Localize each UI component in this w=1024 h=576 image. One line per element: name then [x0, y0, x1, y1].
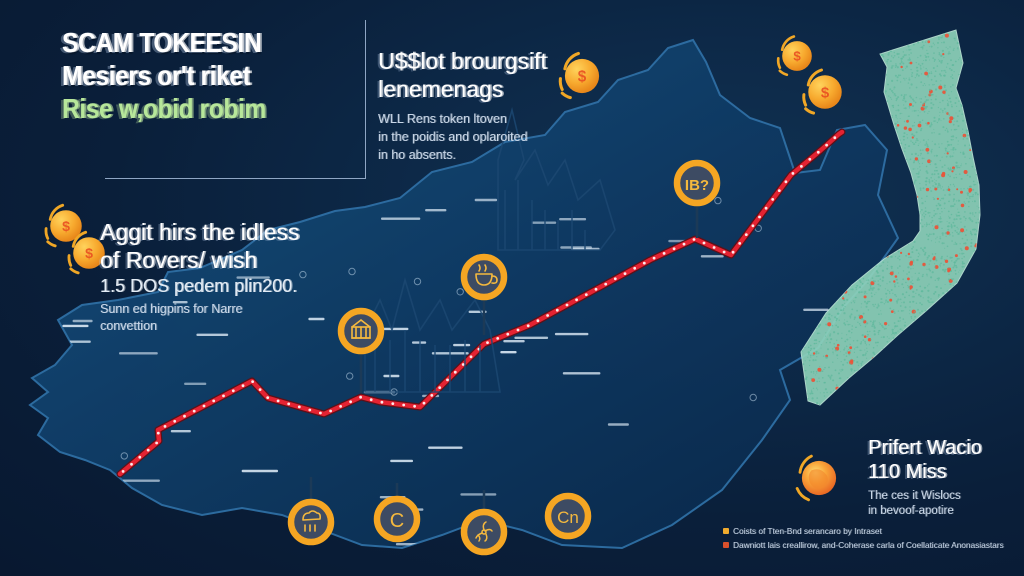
svg-text:C: C	[390, 510, 404, 532]
svg-text:Cn: Cn	[557, 508, 579, 527]
svg-text:IB?: IB?	[685, 177, 709, 194]
